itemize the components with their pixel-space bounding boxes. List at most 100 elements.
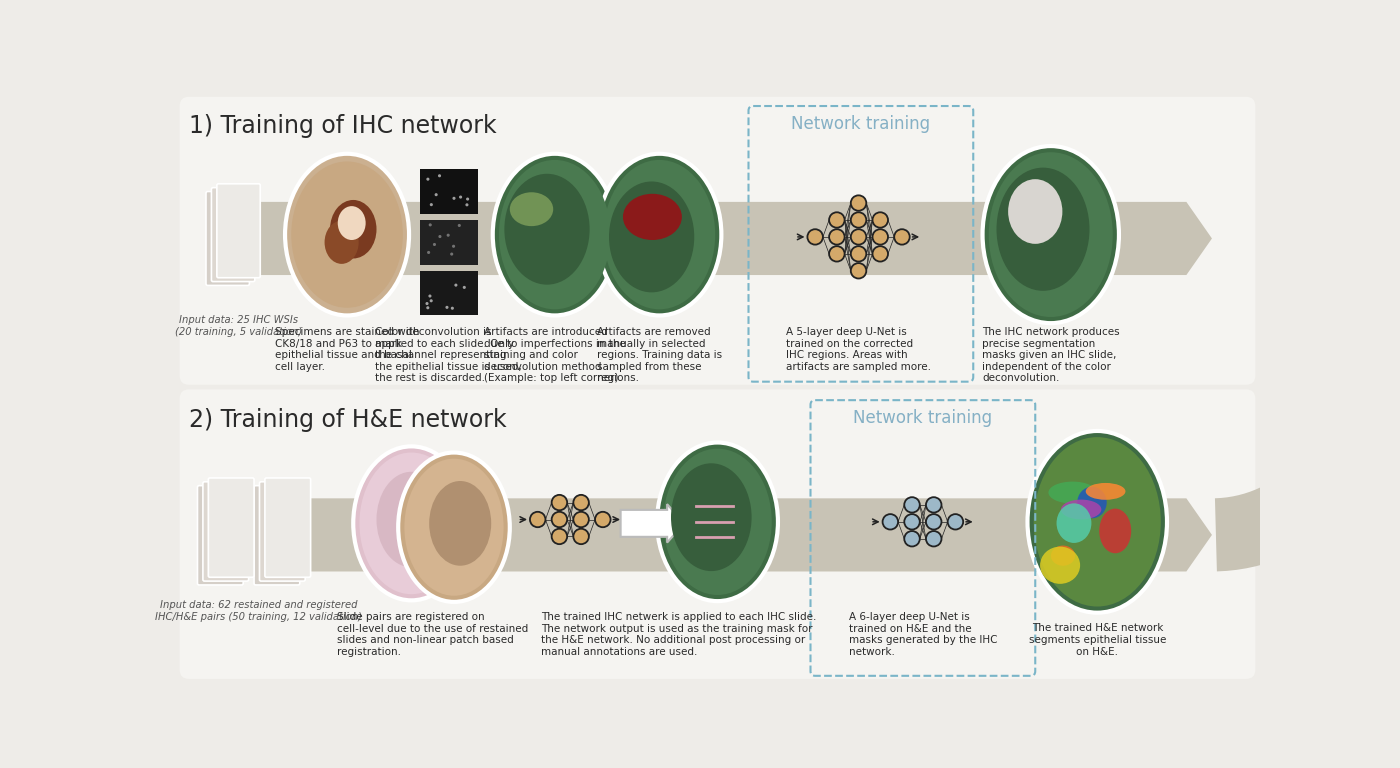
Ellipse shape (1057, 503, 1092, 543)
Circle shape (948, 514, 963, 529)
Ellipse shape (609, 181, 694, 293)
Circle shape (829, 247, 844, 262)
Ellipse shape (1008, 179, 1063, 244)
Circle shape (468, 223, 470, 227)
Circle shape (851, 263, 867, 279)
Circle shape (459, 306, 462, 309)
Circle shape (595, 511, 610, 527)
FancyBboxPatch shape (179, 389, 1256, 679)
Circle shape (574, 511, 589, 527)
Circle shape (440, 232, 442, 236)
FancyBboxPatch shape (179, 97, 1256, 385)
Circle shape (430, 226, 433, 229)
Ellipse shape (664, 449, 771, 595)
Circle shape (437, 300, 440, 303)
Circle shape (574, 495, 589, 510)
Ellipse shape (623, 194, 682, 240)
Text: A 6-layer deep U-Net is
trained on H&E and the
masks generated by the IHC
networ: A 6-layer deep U-Net is trained on H&E a… (848, 612, 997, 657)
FancyBboxPatch shape (197, 485, 244, 585)
Circle shape (829, 212, 844, 227)
Circle shape (435, 204, 438, 207)
Ellipse shape (603, 160, 715, 310)
Circle shape (829, 229, 844, 245)
Ellipse shape (430, 481, 491, 566)
Text: 2) Training of H&E network: 2) Training of H&E network (189, 408, 507, 432)
Text: Network training: Network training (854, 409, 993, 428)
FancyBboxPatch shape (259, 482, 305, 581)
Text: Input data: 62 restained and registered
IHC/H&E pairs (50 training, 12 validatio: Input data: 62 restained and registered … (155, 601, 363, 622)
Ellipse shape (493, 154, 617, 316)
Circle shape (851, 212, 867, 227)
Circle shape (808, 229, 823, 245)
Ellipse shape (330, 200, 377, 259)
Ellipse shape (1086, 483, 1126, 500)
Ellipse shape (291, 161, 403, 308)
Ellipse shape (997, 167, 1089, 291)
Text: Input data: 25 IHC WSIs
(20 training, 5 validation): Input data: 25 IHC WSIs (20 training, 5 … (175, 316, 302, 337)
Circle shape (465, 305, 469, 308)
Text: A 5-layer deep U-Net is
trained on the corrected
IHC regions. Areas with
artifac: A 5-layer deep U-Net is trained on the c… (785, 327, 931, 372)
Circle shape (455, 186, 458, 189)
Circle shape (444, 187, 447, 190)
Ellipse shape (337, 206, 365, 240)
Text: Slide pairs are registered on
cell-level due to the use of restained
slides and : Slide pairs are registered on cell-level… (336, 612, 528, 657)
Circle shape (925, 497, 941, 512)
Ellipse shape (398, 452, 510, 602)
Ellipse shape (1051, 545, 1075, 566)
Circle shape (454, 306, 456, 309)
Circle shape (872, 247, 888, 262)
Circle shape (447, 230, 451, 233)
Circle shape (851, 195, 867, 210)
FancyBboxPatch shape (253, 485, 300, 585)
Text: Network training: Network training (791, 115, 931, 134)
Ellipse shape (657, 442, 778, 601)
Text: The trained IHC netwerk is applied to each IHC slide.
The network output is used: The trained IHC netwerk is applied to ea… (540, 612, 816, 657)
FancyBboxPatch shape (265, 478, 311, 578)
Circle shape (574, 528, 589, 545)
Circle shape (552, 511, 567, 527)
Circle shape (851, 247, 867, 262)
Circle shape (434, 279, 437, 282)
Circle shape (872, 212, 888, 227)
FancyBboxPatch shape (206, 191, 249, 286)
Ellipse shape (504, 174, 589, 285)
FancyBboxPatch shape (203, 482, 249, 581)
Ellipse shape (377, 472, 447, 568)
Bar (420, 271, 477, 316)
Ellipse shape (1099, 508, 1131, 553)
Ellipse shape (598, 154, 721, 316)
Ellipse shape (1077, 487, 1106, 518)
Polygon shape (241, 202, 1212, 275)
Text: The trained H&E network
segments epithelial tissue
on H&E.: The trained H&E network segments epithel… (1029, 624, 1166, 657)
Ellipse shape (1028, 431, 1168, 613)
Circle shape (452, 275, 455, 278)
Circle shape (904, 531, 920, 547)
Ellipse shape (988, 152, 1113, 317)
Circle shape (444, 251, 447, 254)
Circle shape (455, 290, 458, 293)
Ellipse shape (360, 452, 463, 594)
Circle shape (851, 229, 867, 245)
Ellipse shape (353, 446, 469, 601)
Circle shape (444, 188, 447, 191)
Bar (420, 169, 477, 214)
Ellipse shape (1040, 547, 1081, 584)
FancyBboxPatch shape (211, 187, 255, 282)
Circle shape (427, 296, 430, 300)
Ellipse shape (325, 220, 358, 264)
Ellipse shape (671, 463, 752, 571)
Ellipse shape (983, 146, 1119, 323)
Ellipse shape (286, 154, 409, 316)
Ellipse shape (405, 458, 504, 596)
Ellipse shape (1033, 437, 1161, 607)
Circle shape (925, 531, 941, 547)
Text: Artifacts are introduced
due to imperfections in the
staining and color
deconvol: Artifacts are introduced due to imperfec… (484, 327, 626, 383)
Polygon shape (1215, 386, 1399, 571)
Circle shape (448, 235, 451, 238)
Circle shape (531, 511, 546, 527)
Circle shape (465, 184, 469, 187)
Circle shape (430, 192, 434, 195)
Text: The IHC network produces
precise segmentation
masks given an IHC slide,
independ: The IHC network produces precise segment… (981, 327, 1120, 383)
Circle shape (872, 229, 888, 245)
Polygon shape (241, 498, 1212, 571)
